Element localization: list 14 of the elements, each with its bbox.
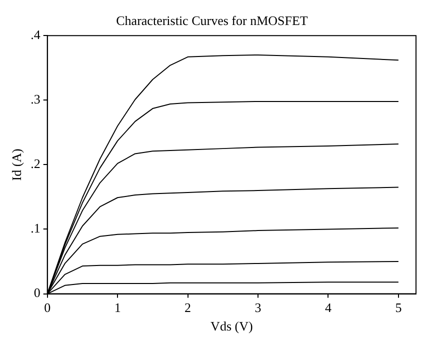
y-tick-label: .2 bbox=[30, 156, 40, 172]
x-axis-title: Vds (V) bbox=[210, 318, 253, 334]
x-tick-label: 4 bbox=[324, 300, 332, 316]
x-tick-label: 2 bbox=[184, 300, 192, 316]
y-tick-label: .4 bbox=[30, 27, 41, 42]
y-tick-label: .1 bbox=[30, 220, 40, 236]
y-axis-title: Id (A) bbox=[9, 148, 24, 181]
chart-title: Characteristic Curves for nMOSFET bbox=[116, 13, 308, 28]
x-tick-label: 1 bbox=[114, 300, 121, 316]
x-tick-label: 3 bbox=[254, 300, 262, 316]
y-tick-label: .3 bbox=[30, 92, 40, 107]
x-tick-label: 0 bbox=[44, 300, 51, 316]
y-tick-label: 0 bbox=[34, 285, 40, 300]
x-tick-label: 5 bbox=[395, 300, 402, 316]
